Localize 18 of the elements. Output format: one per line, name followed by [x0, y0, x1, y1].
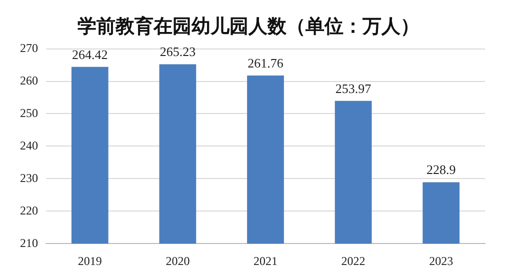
y-tick-label: 260 [20, 73, 38, 88]
data-label: 261.76 [248, 55, 284, 70]
y-tick-label: 240 [20, 138, 38, 152]
x-tick-label: 2020 [166, 254, 190, 268]
y-tick-label: 210 [20, 236, 38, 250]
y-tick-label: 250 [20, 106, 38, 120]
y-tick-label: 230 [20, 170, 38, 185]
data-label: 264.42 [72, 46, 108, 62]
x-tick-label: 2021 [254, 254, 278, 268]
y-tick-label: 220 [20, 203, 38, 218]
x-tick-label: 2022 [341, 254, 366, 268]
data-label: 228.9 [426, 162, 456, 178]
x-tick-label: 2023 [429, 254, 454, 268]
chart-title: 学前教育在园幼儿园人数（单位：万人） [78, 15, 420, 38]
data-label: 265.23 [160, 44, 196, 60]
data-label: 253.97 [335, 80, 372, 96]
y-tick-label: 270 [20, 40, 38, 55]
x-tick-label: 2019 [78, 254, 102, 268]
